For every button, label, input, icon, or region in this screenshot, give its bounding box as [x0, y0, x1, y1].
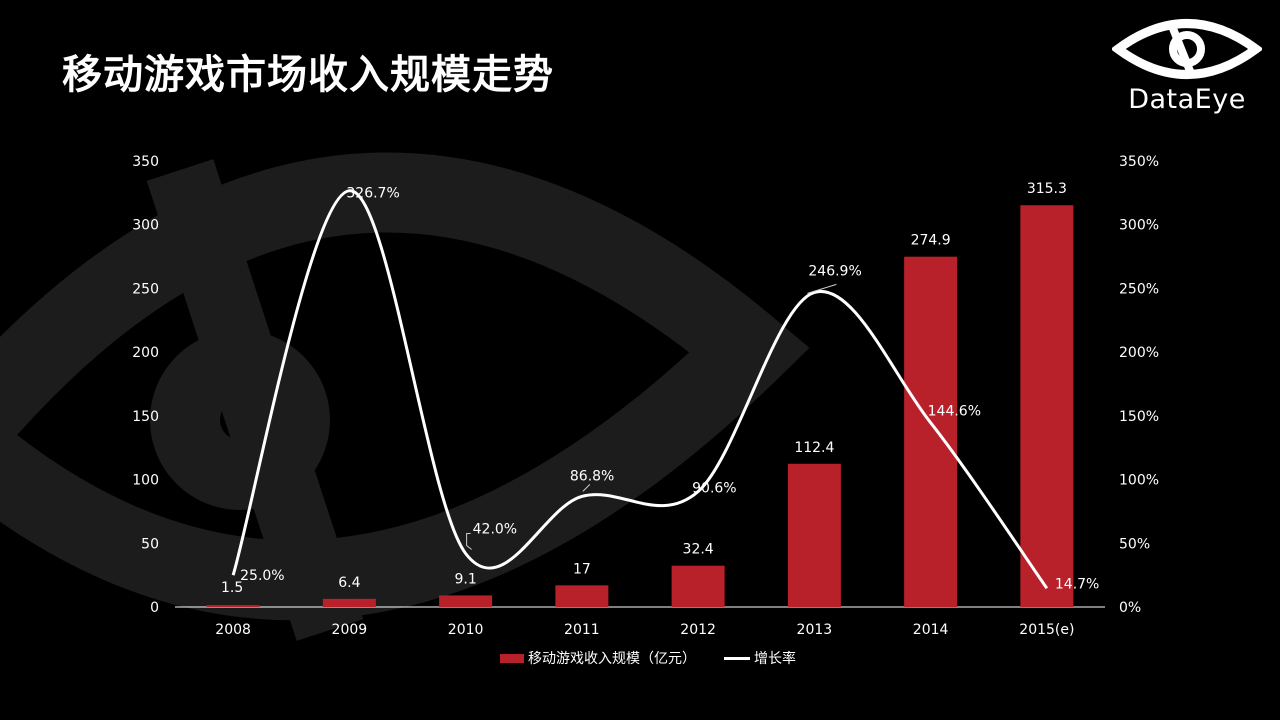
y-left-tick-label: 50 — [141, 536, 159, 552]
legend-bar-label: 移动游戏收入规模（亿元） — [528, 651, 696, 667]
x-tick-label: 2014 — [913, 622, 949, 638]
y-left-tick-label: 200 — [132, 345, 159, 361]
bar-data-label: 6.4 — [338, 575, 360, 591]
x-tick-label: 2011 — [564, 622, 600, 638]
line-data-label: 42.0% — [473, 521, 517, 537]
bar — [439, 595, 493, 607]
y-left-tick-label: 0 — [150, 600, 159, 616]
line-data-label: 86.8% — [570, 468, 614, 484]
bar-data-label: 1.5 — [221, 580, 243, 596]
bar-data-label: 9.1 — [454, 571, 476, 587]
x-tick-label: 2009 — [332, 622, 368, 638]
bar-data-label: 274.9 — [911, 233, 951, 249]
line-data-label: 90.6% — [692, 481, 736, 497]
y-axis-left: 0 50 100 150 200 250 300 350 — [132, 154, 159, 616]
growth-rate-line — [231, 189, 1049, 590]
y-right-tick-label: 200% — [1119, 345, 1159, 361]
bar-series — [206, 205, 1074, 607]
legend-bar-swatch — [500, 654, 524, 663]
bar-data-label: 32.4 — [683, 542, 714, 558]
leader-line — [466, 532, 472, 550]
bar — [787, 463, 841, 607]
page-title: 移动游戏市场收入规模走势 — [62, 52, 554, 98]
bar-data-labels: 1.5 6.4 9.1 17 32.4 112.4 274.9 315.3 — [221, 181, 1067, 596]
x-tick-label: 2013 — [797, 622, 833, 638]
x-tick-label: 2012 — [680, 622, 716, 638]
y-right-tick-label: 350% — [1119, 154, 1159, 170]
y-right-tick-label: 300% — [1119, 218, 1159, 234]
y-axis-right: 0% 50% 100% 150% 200% 250% 300% 350% — [1119, 154, 1159, 616]
x-tick-label: 2008 — [215, 622, 251, 638]
bar-data-label: 17 — [573, 561, 591, 577]
x-axis-ticks: 2008 2009 2010 2011 2012 2013 2014 2015(e) — [215, 622, 1074, 638]
legend: 移动游戏收入规模（亿元） 增长率 — [500, 650, 796, 667]
line-data-label: 144.6% — [928, 404, 981, 420]
y-right-tick-label: 50% — [1119, 536, 1150, 552]
logo: DataEye — [1110, 14, 1264, 118]
y-right-tick-label: 150% — [1119, 409, 1159, 425]
y-right-tick-label: 100% — [1119, 473, 1159, 489]
y-left-tick-label: 100 — [132, 473, 159, 489]
bar — [322, 598, 376, 607]
bar — [1020, 205, 1074, 607]
line-data-label: 326.7% — [346, 186, 399, 202]
y-right-tick-label: 0% — [1119, 600, 1141, 616]
legend-line-label: 增长率 — [754, 650, 796, 667]
line-data-label: 246.9% — [808, 263, 861, 279]
x-tick-label: 2015(e) — [1019, 622, 1074, 638]
line-data-label: 14.7% — [1055, 576, 1099, 592]
eye-logo-icon — [1110, 19, 1264, 79]
y-left-tick-label: 300 — [132, 218, 159, 234]
bar — [555, 585, 609, 607]
y-right-tick-label: 250% — [1119, 281, 1159, 297]
y-left-tick-label: 250 — [132, 281, 159, 297]
y-left-tick-label: 150 — [132, 409, 159, 425]
y-left-tick-label: 350 — [132, 154, 159, 170]
x-tick-label: 2010 — [448, 622, 484, 638]
leader-line — [582, 484, 591, 492]
leader-line — [807, 283, 837, 294]
bar — [904, 256, 958, 607]
line-data-labels: 25.0% 326.7% 42.0% 86.8% 90.6% 246.9% 144.6% 14… — [240, 186, 1099, 593]
line-data-label: 25.0% — [240, 568, 284, 584]
watermark-eye-icon — [0, 152, 810, 641]
bar-data-label: 315.3 — [1027, 181, 1067, 197]
bar — [671, 565, 725, 607]
bar — [206, 605, 260, 607]
logo-text: DataEye — [1128, 84, 1246, 115]
label-leader-lines — [466, 283, 837, 550]
bar-data-label: 112.4 — [794, 440, 834, 456]
